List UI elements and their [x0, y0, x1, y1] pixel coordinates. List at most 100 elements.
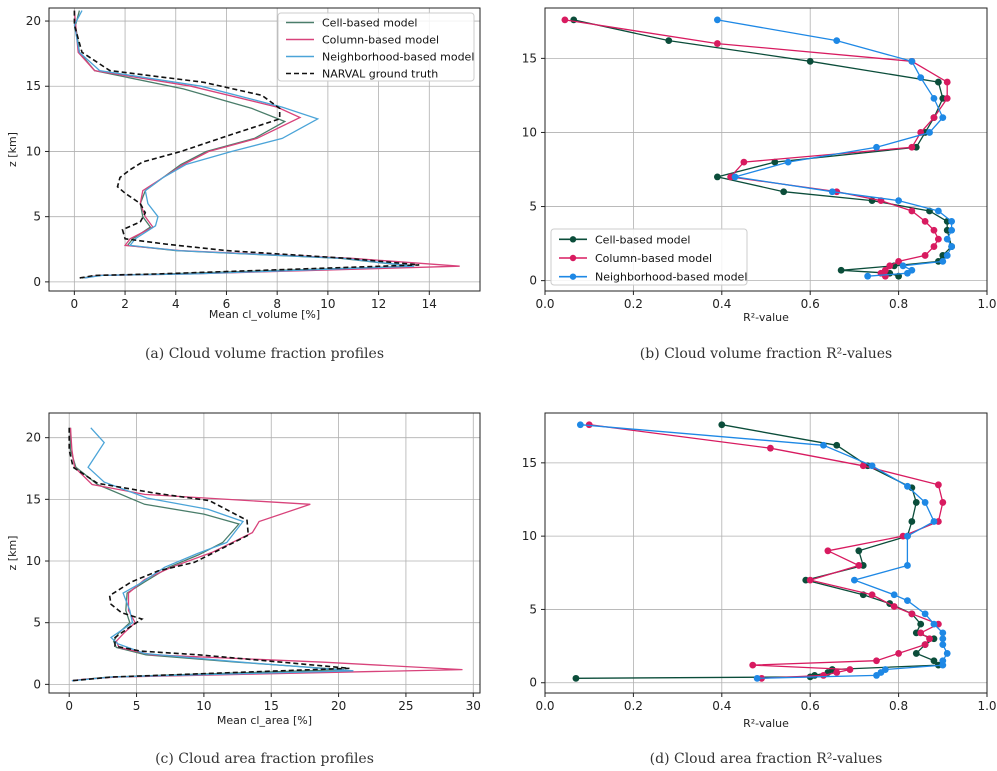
data-point	[820, 441, 827, 449]
series-line-1	[573, 19, 953, 277]
data-point	[851, 576, 858, 584]
data-point	[930, 657, 938, 665]
y-tick-label: 20	[26, 431, 41, 445]
data-point	[921, 641, 929, 649]
legend-label: NARVAL ground truth	[322, 68, 438, 81]
data-point	[740, 158, 748, 166]
series-line-3	[71, 427, 354, 682]
data-point	[833, 441, 841, 449]
data-point	[846, 666, 854, 673]
x-tick-label: 8	[273, 297, 281, 311]
data-point	[939, 114, 947, 122]
data-point	[912, 650, 920, 657]
subplot-caption: (d) Cloud area fraction R²-values	[650, 751, 883, 767]
subplot-a: 0 2 4 6 8 10 12 14 0 5 10 15 20 Mean cl_volume [%] z […	[6, 7, 481, 362]
data-point	[904, 597, 911, 605]
data-point	[895, 197, 902, 205]
data-point	[873, 143, 880, 151]
x-tick-label: 0.0	[535, 699, 554, 713]
y-tick-label: 10	[522, 125, 537, 139]
x-tick-label: 5	[133, 699, 141, 713]
x-tick-label: 15	[264, 699, 279, 713]
data-point	[837, 266, 845, 274]
y-tick-label: 5	[33, 210, 41, 224]
data-point	[939, 635, 947, 643]
data-point	[939, 661, 947, 669]
subplot-caption: (a) Cloud volume fraction profiles	[145, 346, 384, 362]
data-point	[948, 226, 956, 234]
x-axis-label: R²-value	[743, 717, 789, 730]
data-point	[731, 173, 739, 181]
subplot-b: 0.0 0.2 0.4 0.6 0.8 1.0 0 5 10 15 R²-value (b) Clou…	[522, 7, 997, 362]
legend-marker	[569, 236, 577, 243]
series-line-4	[68, 427, 350, 682]
data-point	[576, 421, 584, 429]
y-tick-label: 10	[26, 554, 41, 568]
y-tick-label: 15	[522, 456, 537, 470]
y-axis-label: z [km]	[6, 536, 19, 571]
data-point	[572, 674, 580, 682]
y-tick-label: 15	[522, 51, 537, 65]
data-point	[806, 57, 814, 65]
data-point	[926, 635, 933, 643]
x-tick-label: 0.8	[889, 297, 908, 311]
data-point	[934, 78, 942, 86]
data-point	[780, 188, 788, 196]
legend-label: Column-based model	[322, 34, 439, 47]
data-point	[833, 37, 841, 44]
x-tick-label: 0.4	[712, 297, 731, 311]
x-tick-label: 0.4	[712, 699, 731, 713]
x-axis-label: Mean cl_volume [%]	[209, 308, 320, 321]
x-tick-label: 0.8	[889, 699, 908, 713]
data-point	[930, 518, 938, 525]
data-point	[908, 518, 916, 525]
x-tick-label: 2	[121, 297, 129, 311]
x-tick-label: 6	[223, 297, 231, 311]
y-tick-label: 0	[529, 274, 537, 288]
data-point	[868, 462, 876, 470]
data-point	[904, 532, 911, 540]
data-point	[904, 562, 911, 569]
x-tick-label: 4	[172, 297, 180, 311]
x-axis-label: R²-value	[743, 311, 789, 324]
x-tick-label: 20	[331, 699, 346, 713]
data-point	[859, 462, 867, 470]
data-point	[917, 629, 925, 637]
legend-marker	[569, 254, 577, 262]
data-point	[561, 16, 569, 24]
data-point	[917, 74, 925, 82]
series-line-4	[73, 10, 420, 279]
data-point	[930, 94, 938, 102]
data-point	[873, 657, 880, 665]
data-point	[934, 207, 942, 215]
data-point	[806, 576, 814, 584]
data-point	[926, 129, 933, 136]
x-tick-label: 12	[371, 297, 386, 311]
y-tick-label: 5	[33, 616, 41, 630]
series-line-3	[73, 10, 415, 279]
data-point	[753, 674, 761, 682]
legend-label: Neighborhood-based model	[322, 51, 474, 64]
y-tick-label: 0	[33, 677, 41, 691]
data-point	[934, 481, 942, 489]
data-point	[908, 610, 916, 618]
legend: Cell-based model Column-based model Neighb…	[277, 12, 475, 82]
y-tick-label: 0	[529, 676, 537, 690]
data-point	[824, 547, 832, 555]
data-point	[943, 78, 951, 86]
legend-marker	[569, 273, 577, 280]
legend-label: Neighborhood-based model	[595, 271, 747, 284]
plot-frame	[48, 7, 481, 292]
data-point	[820, 672, 827, 679]
data-point	[921, 610, 929, 618]
data-point	[864, 272, 872, 280]
subplot-d: 0.0 0.2 0.4 0.6 0.8 1.0 0 5 10 15 R²-value (d) Clou…	[522, 412, 997, 767]
legend-label: Cell-based model	[322, 17, 417, 30]
data-point	[890, 591, 898, 599]
x-tick-label: 25	[398, 699, 413, 713]
data-point	[921, 252, 929, 259]
data-point	[921, 499, 929, 506]
x-axis-label: Mean cl_area [%]	[217, 714, 312, 727]
data-point	[939, 629, 947, 637]
data-point	[930, 226, 938, 234]
